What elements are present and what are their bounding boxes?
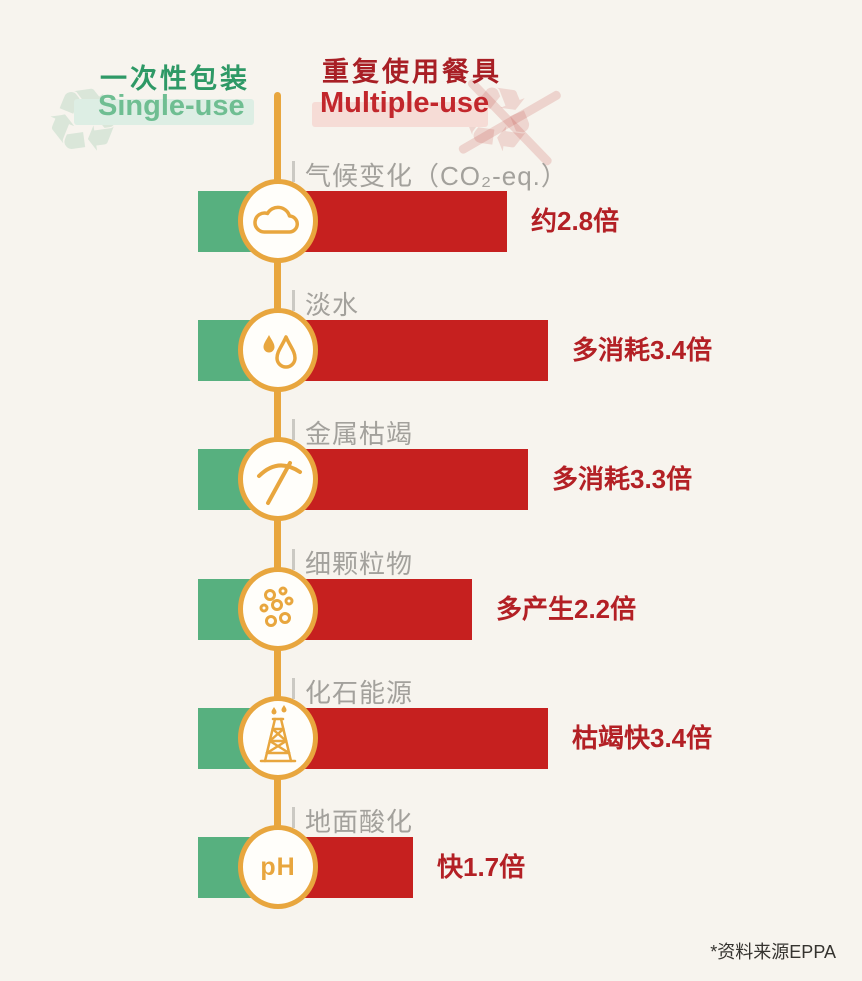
multiplier-text: 约2.8倍 — [531, 206, 620, 236]
impact-label: 化石能源 — [305, 678, 414, 708]
ph-icon: pH — [238, 825, 318, 909]
single-use-title-cn: 一次性包装 — [100, 64, 250, 94]
multiplier-text: 多产生2.2倍 — [496, 594, 637, 624]
multiple-use-bar — [278, 708, 548, 769]
multiple-use-title-en: Multiple-use — [320, 87, 490, 119]
cloud-icon — [238, 179, 318, 263]
impact-label: 细颗粒物 — [305, 549, 414, 579]
multiple-use-bar — [278, 449, 528, 510]
multiple-use-bar — [278, 320, 548, 381]
impact-label: 地面酸化 — [305, 807, 414, 837]
impact-label: 气候变化（CO₂-eq.） — [305, 161, 568, 191]
multiplier-text: 多消耗3.4倍 — [572, 335, 713, 365]
impact-row-acidification: 地面酸化 pH 快1.7倍 — [0, 807, 862, 909]
data-source-note: *资料来源EPPA — [710, 942, 836, 962]
label-tick — [292, 290, 295, 311]
impact-row-climate: 气候变化（CO₂-eq.） 约2.8倍 — [0, 161, 862, 263]
water-drops-icon — [238, 308, 318, 392]
oil-derrick-icon — [238, 696, 318, 780]
highlight-band-pink — [312, 102, 488, 127]
impact-row-water: 淡水 多消耗3.4倍 — [0, 290, 862, 392]
multiplier-text: 多消耗3.3倍 — [552, 464, 693, 494]
multiplier-text: 快1.7倍 — [437, 852, 526, 882]
multiple-use-title-cn: 重复使用餐具 — [322, 57, 502, 87]
label-tick — [292, 807, 295, 828]
particles-icon — [238, 567, 318, 651]
ph-label: pH — [260, 852, 296, 881]
pickaxe-icon — [238, 437, 318, 521]
label-tick — [292, 549, 295, 570]
impact-row-fossil: 化石能源 枯竭快3.4倍 — [0, 678, 862, 780]
impact-row-metal: 金属枯竭 多消耗3.3倍 — [0, 419, 862, 521]
impact-label: 淡水 — [305, 290, 360, 320]
label-tick — [292, 678, 295, 699]
label-tick — [292, 161, 295, 182]
label-tick — [292, 419, 295, 440]
multiplier-text: 枯竭快3.4倍 — [572, 723, 713, 753]
single-use-title-en: Single-use — [98, 90, 245, 122]
impact-row-particulates: 细颗粒物 多产生2.2倍 — [0, 549, 862, 651]
impact-label: 金属枯竭 — [305, 419, 414, 449]
highlight-band-green — [74, 99, 254, 125]
